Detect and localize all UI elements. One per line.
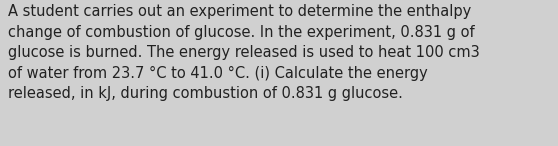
Text: A student carries out an experiment to determine the enthalpy
change of combusti: A student carries out an experiment to d… [8, 4, 480, 101]
